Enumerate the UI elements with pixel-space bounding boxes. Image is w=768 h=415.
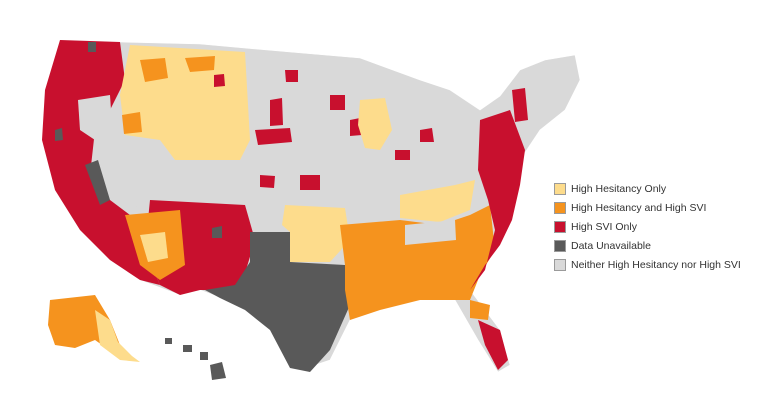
legend-label: Data Unavailable [571,240,651,252]
pacific-unavailable [55,42,222,238]
legend-swatch [554,202,566,214]
wyoming-svi-spots [214,74,283,126]
legend-label: High Hesitancy Only [571,183,667,195]
nevada-gray [95,150,150,210]
legend-label: Neither High Hesitancy nor High SVI [571,259,741,271]
legend-swatch [554,240,566,252]
wisconsin-hesitancy [358,98,392,150]
florida-orange [470,300,490,320]
legend-item-hesitancy-only: High Hesitancy Only [554,180,759,198]
kentucky-hesitancy [400,180,475,222]
tennessee-gray [405,220,456,245]
south-hesitancy-svi [340,205,495,320]
alaska-hesitancy [95,310,140,362]
legend-item-hesitancy-and-svi: High Hesitancy and High SVI [554,199,759,217]
legend-label: High Hesitancy and High SVI [571,202,707,214]
atlantic-svi [470,110,525,290]
legend-swatch [554,183,566,195]
northeast-svi [512,88,528,122]
legend: High Hesitancy Only High Hesitancy and H… [554,180,759,275]
legend-label: High SVI Only [571,221,637,233]
legend-swatch [554,259,566,271]
legend-item-unavailable: Data Unavailable [554,237,759,255]
legend-swatch [554,221,566,233]
oklahoma-hesitancy [282,205,350,262]
arizona-inner-light [140,232,168,262]
oregon-interior-gray [78,95,112,140]
legend-item-neither: Neither High Hesitancy nor High SVI [554,256,759,274]
montana-orange-patches [122,56,215,134]
legend-item-svi-only: High SVI Only [554,218,759,236]
hawaii-unavailable [165,338,226,380]
plains-svi-scatter [255,70,434,190]
texas-unavailable [205,232,350,372]
florida-svi [478,320,508,370]
